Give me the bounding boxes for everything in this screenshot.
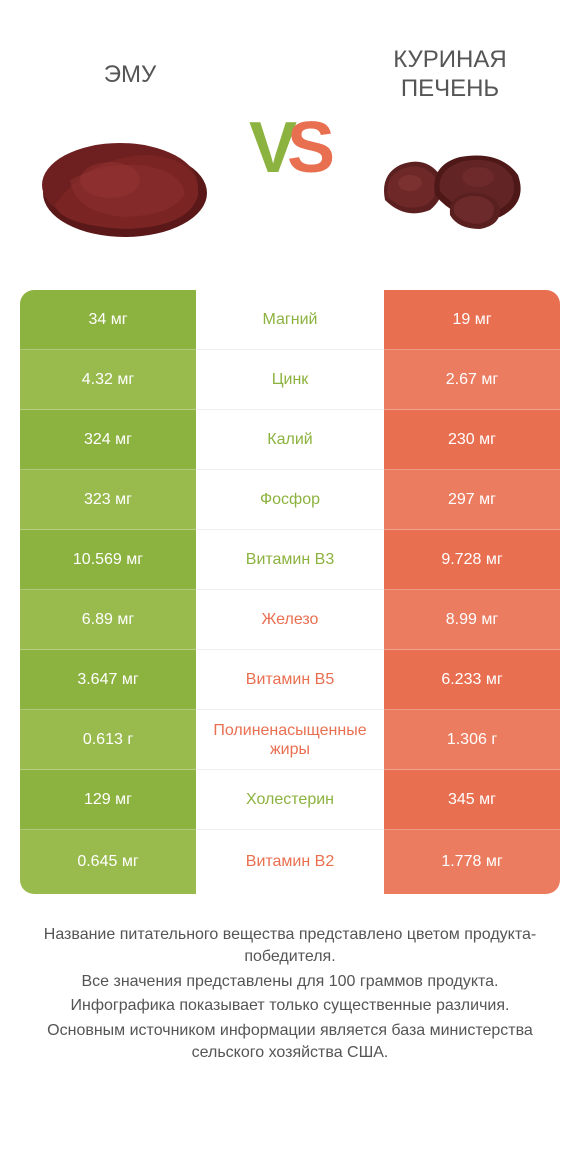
table-row: 323 мгФосфор297 мг <box>20 470 560 530</box>
left-value: 4.32 мг <box>20 350 196 410</box>
chicken-liver-icon <box>360 125 540 245</box>
nutrient-name: Полиненасыщенные жиры <box>196 710 384 770</box>
nutrient-name: Витамин B5 <box>196 650 384 710</box>
nutrient-comparison-table: 34 мгМагний19 мг4.32 мгЦинк2.67 мг324 мг… <box>20 290 560 894</box>
right-value: 297 мг <box>384 470 560 530</box>
left-value: 0.613 г <box>20 710 196 770</box>
left-value: 10.569 мг <box>20 530 196 590</box>
table-row: 4.32 мгЦинк2.67 мг <box>20 350 560 410</box>
footer-line: Название питательного вещества представл… <box>20 924 560 969</box>
table-row: 34 мгМагний19 мг <box>20 290 560 350</box>
footer-line: Инфографика показывает только существенн… <box>20 995 560 1017</box>
table-row: 3.647 мгВитамин B56.233 мг <box>20 650 560 710</box>
vs-s: S <box>287 107 331 189</box>
left-value: 34 мг <box>20 290 196 350</box>
right-value: 345 мг <box>384 770 560 830</box>
table-row: 10.569 мгВитамин B39.728 мг <box>20 530 560 590</box>
left-value: 6.89 мг <box>20 590 196 650</box>
footer-line: Все значения представлены для 100 граммо… <box>20 971 560 993</box>
right-value: 230 мг <box>384 410 560 470</box>
right-value: 1.778 мг <box>384 830 560 894</box>
right-value: 19 мг <box>384 290 560 350</box>
emu-meat-icon <box>40 125 220 245</box>
left-value: 0.645 мг <box>20 830 196 894</box>
vs-label: V S <box>249 107 331 189</box>
left-value: 324 мг <box>20 410 196 470</box>
left-product: ЭМУ <box>30 45 230 245</box>
footer-line: Основным источником информации является … <box>20 1020 560 1065</box>
comparison-header: ЭМУ V S КУРИНАЯ ПЕЧЕНЬ <box>0 0 580 280</box>
left-value: 3.647 мг <box>20 650 196 710</box>
right-value: 8.99 мг <box>384 590 560 650</box>
table-row: 324 мгКалий230 мг <box>20 410 560 470</box>
left-value: 129 мг <box>20 770 196 830</box>
right-value: 6.233 мг <box>384 650 560 710</box>
right-product-title: КУРИНАЯ ПЕЧЕНЬ <box>350 45 550 105</box>
nutrient-name: Витамин B3 <box>196 530 384 590</box>
nutrient-name: Холестерин <box>196 770 384 830</box>
nutrient-name: Витамин B2 <box>196 830 384 894</box>
right-value: 2.67 мг <box>384 350 560 410</box>
nutrient-name: Цинк <box>196 350 384 410</box>
left-product-title: ЭМУ <box>104 45 157 105</box>
nutrient-name: Фосфор <box>196 470 384 530</box>
right-value: 1.306 г <box>384 710 560 770</box>
footer-notes: Название питательного вещества представл… <box>20 924 560 1064</box>
table-row: 129 мгХолестерин345 мг <box>20 770 560 830</box>
left-value: 323 мг <box>20 470 196 530</box>
nutrient-name: Калий <box>196 410 384 470</box>
nutrient-name: Железо <box>196 590 384 650</box>
right-value: 9.728 мг <box>384 530 560 590</box>
table-row: 0.613 гПолиненасыщенные жиры1.306 г <box>20 710 560 770</box>
table-row: 0.645 мгВитамин B21.778 мг <box>20 830 560 894</box>
nutrient-name: Магний <box>196 290 384 350</box>
right-product: КУРИНАЯ ПЕЧЕНЬ <box>350 45 550 245</box>
table-row: 6.89 мгЖелезо8.99 мг <box>20 590 560 650</box>
